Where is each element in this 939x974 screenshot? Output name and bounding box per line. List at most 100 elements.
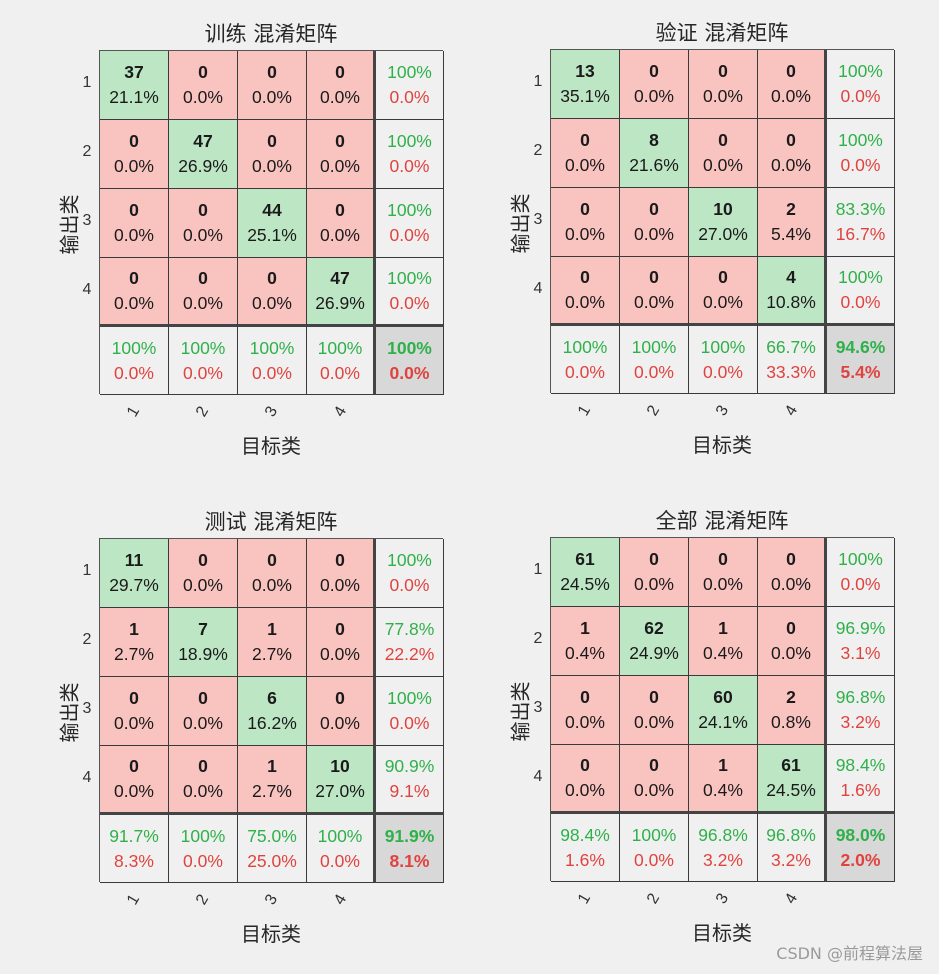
summary-cell: 100% 0.0%	[376, 677, 444, 746]
cell-percent: 0.0%	[183, 575, 223, 595]
error-rate: 9.1%	[389, 781, 430, 801]
error-rate: 0.0%	[389, 713, 430, 733]
cell-count: 0	[649, 755, 659, 775]
y-axis-label: 输出类	[57, 194, 82, 255]
cell-percent: 0.0%	[703, 292, 743, 312]
cell-count: 0	[718, 267, 728, 287]
correct-rate: 100%	[562, 336, 608, 357]
x-tick-label: 3	[712, 402, 733, 419]
cell-percent: 0.0%	[565, 224, 605, 244]
cell-percent: 24.5%	[766, 780, 816, 800]
cell-count: 0	[786, 549, 796, 569]
correct-rate: 100%	[387, 550, 432, 570]
correct-rate: 100%	[631, 824, 677, 845]
cell-percent: 0.0%	[252, 156, 292, 176]
cell-count: 0	[335, 619, 345, 639]
chart-title: 验证 混淆矩阵	[655, 21, 789, 45]
correct-rate: 91.7%	[109, 825, 159, 846]
x-axis-label: 目标类	[241, 434, 301, 458]
matrix-cell: 0 0.0%	[169, 677, 238, 746]
cell-percent: 0.0%	[565, 155, 605, 175]
cell-count: 0	[129, 756, 139, 776]
cell-count: 0	[580, 267, 590, 287]
summary-cell: 90.9% 9.1%	[376, 746, 444, 815]
summary-cell: 100% 0.0%	[689, 326, 758, 394]
y-tick-label: 3	[82, 212, 92, 229]
error-rate: 3.1%	[840, 643, 881, 663]
summary-cell: 98.4% 1.6%	[551, 814, 620, 882]
cell-percent: 0.0%	[252, 575, 292, 595]
y-axis-label: 输出类	[508, 681, 533, 742]
y-tick-label: 3	[533, 211, 543, 228]
matrix-cell: 0 0.0%	[758, 538, 827, 607]
matrix-cell: 0 0.0%	[551, 257, 620, 326]
y-tick-label: 3	[82, 700, 92, 717]
cell-percent: 0.0%	[771, 574, 811, 594]
cell-count: 0	[198, 200, 208, 220]
cell-percent: 2.7%	[114, 644, 154, 664]
correct-rate: 100%	[838, 61, 883, 81]
matrix-cell: 0 0.0%	[238, 258, 307, 327]
matrix-cell: 6 16.2%	[238, 677, 307, 746]
matrix-cell: 0 0.0%	[689, 119, 758, 188]
x-tick-label: 2	[643, 890, 664, 907]
x-tick-label: 4	[781, 890, 802, 907]
matrix-cell: 0 0.0%	[620, 188, 689, 257]
cell-count: 1	[129, 619, 139, 639]
matrix-cell: 0 0.0%	[169, 189, 238, 258]
cell-count: 8	[649, 130, 659, 150]
cell-percent: 24.5%	[560, 574, 610, 594]
x-axis-label: 目标类	[241, 922, 301, 946]
matrix-cell: 0 0.0%	[620, 538, 689, 607]
error-rate: 0.0%	[183, 362, 223, 383]
cell-percent: 0.0%	[320, 644, 360, 664]
error-rate: 16.7%	[835, 224, 886, 244]
cell-percent: 5.4%	[771, 224, 811, 244]
summary-cell: 100% 0.0%	[169, 327, 238, 395]
cell-count: 4	[786, 267, 796, 287]
correct-rate: 98.4%	[835, 755, 886, 775]
cell-count: 0	[267, 131, 277, 151]
cell-percent: 0.0%	[565, 292, 605, 312]
cell-percent: 0.0%	[320, 713, 360, 733]
cell-count: 0	[198, 688, 208, 708]
cell-count: 0	[267, 268, 277, 288]
error-rate: 0.0%	[389, 87, 430, 107]
correct-rate: 100%	[387, 62, 432, 82]
csdn-watermark: CSDN @前程算法屋	[776, 944, 923, 963]
summary-cell: 96.9% 3.1%	[827, 607, 895, 676]
cell-percent: 0.0%	[320, 156, 360, 176]
correct-rate: 100%	[249, 337, 295, 358]
summary-cell: 100% 0.0%	[620, 814, 689, 882]
error-rate: 0.0%	[840, 574, 881, 594]
correct-rate: 90.9%	[384, 756, 435, 776]
y-tick-label: 4	[533, 280, 543, 297]
x-axis-label: 目标类	[692, 433, 752, 457]
summary-cell: 96.8% 3.2%	[758, 814, 827, 882]
y-tick-label: 2	[82, 143, 92, 160]
matrix-cell: 7 18.9%	[169, 608, 238, 677]
cell-count: 6	[267, 688, 277, 708]
correct-rate: 77.8%	[384, 619, 435, 639]
cell-count: 0	[335, 131, 345, 151]
overall-accuracy-cell: 100% 0.0%	[376, 327, 444, 395]
error-rate: 0.0%	[389, 575, 430, 595]
error-rate: 0.0%	[252, 362, 292, 383]
matrix-cell: 47 26.9%	[169, 120, 238, 189]
matrix-cell: 0 0.0%	[307, 677, 376, 746]
matrix-cell: 62 24.9%	[620, 607, 689, 676]
cell-percent: 0.0%	[114, 713, 154, 733]
matrix-cell: 0 0.0%	[689, 50, 758, 119]
matrix-cell: 47 26.9%	[307, 258, 376, 327]
cell-percent: 0.0%	[114, 225, 154, 245]
matrix-cell: 0 0.0%	[100, 258, 169, 327]
cell-percent: 0.0%	[703, 155, 743, 175]
correct-rate: 100%	[317, 337, 363, 358]
summary-cell: 100% 0.0%	[551, 326, 620, 394]
summary-cell: 100% 0.0%	[827, 119, 895, 188]
chart-title: 测试 混淆矩阵	[204, 510, 338, 534]
summary-cell: 100% 0.0%	[376, 189, 444, 258]
cell-percent: 2.7%	[252, 644, 292, 664]
error-rate: 3.2%	[703, 849, 743, 870]
cell-count: 0	[786, 61, 796, 81]
